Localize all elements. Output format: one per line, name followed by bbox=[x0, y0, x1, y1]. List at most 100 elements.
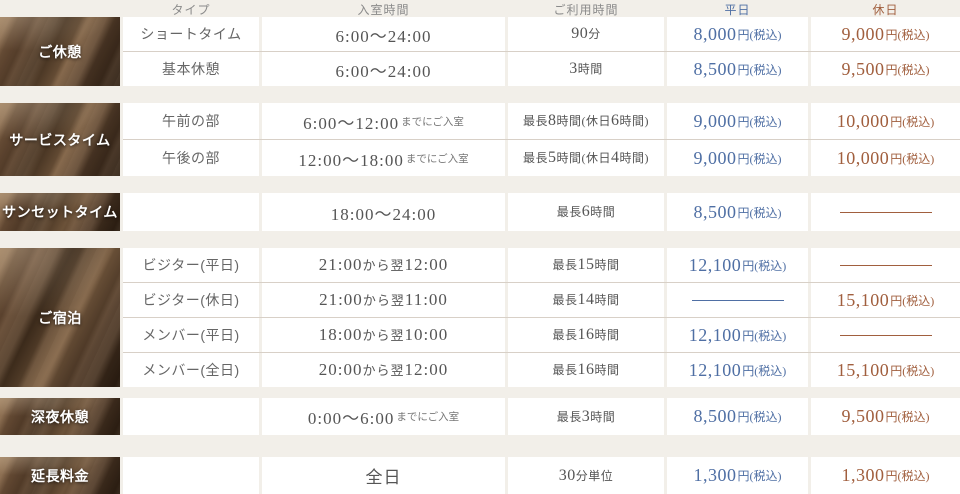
price-suffix: 円(税込) bbox=[737, 469, 782, 483]
price-suffix: 円(税込) bbox=[885, 27, 930, 42]
weekday-price-cell: 12,100 円(税込) bbox=[667, 318, 808, 352]
price-suffix: 円(税込) bbox=[890, 293, 935, 308]
weekday-price-cell: 8,500 円(税込) bbox=[667, 398, 808, 435]
price-suffix: 円(税込) bbox=[890, 363, 935, 378]
weekday-price-cell: 9,000 円(税込) bbox=[667, 103, 808, 139]
table-row: ビジター(平日) 21:00から翌12:00 最長15時間 12,100 円(税込… bbox=[123, 248, 960, 282]
table-row: 18:00〜24:00 最長6時間 8,500 円(税込) bbox=[123, 193, 960, 231]
weekday-price-cell: 8,500 円(税込) bbox=[667, 52, 808, 86]
type-cell: 午後の部 bbox=[123, 140, 259, 176]
table-row: 午後の部 12:00〜18:00 までにご入室 最長5時間(休日4時間) 9,0… bbox=[123, 139, 960, 176]
category-label: サービスタイム bbox=[9, 131, 111, 148]
category-label: 延長料金 bbox=[31, 467, 89, 484]
price-suffix: 円(税込) bbox=[885, 469, 930, 483]
table-row: メンバー(平日) 18:00から翌10:00 最長16時間 12,100 円(税込… bbox=[123, 317, 960, 352]
holiday-price-cell: 9,500 円(税込) bbox=[811, 398, 960, 435]
entry-time-cell: 21:00から翌12:00 bbox=[262, 248, 505, 282]
price-amount: 1,300 bbox=[841, 465, 885, 485]
price-amount: 9,500 bbox=[841, 58, 885, 79]
type-label: ショートタイム bbox=[140, 26, 242, 42]
entry-time-value: 21:00から翌12:00 bbox=[318, 255, 449, 274]
entry-time-value: 全日 bbox=[365, 468, 402, 487]
holiday-price-cell: 15,100 円(税込) bbox=[811, 283, 960, 317]
usage-time-value: 3時間 bbox=[569, 60, 603, 77]
holiday-price-cell: 9,000 円(税込) bbox=[811, 17, 960, 51]
table-row: ショートタイム 6:00〜24:00 90分 8,000 円(税込) 9,000 円… bbox=[123, 17, 960, 51]
price-amount: 9,500 bbox=[841, 406, 885, 426]
table-row: 全日 30分単位 1,300 円(税込) 1,300 円(税込) bbox=[123, 457, 960, 494]
type-cell: ショートタイム bbox=[123, 17, 259, 51]
price-suffix: 円(税込) bbox=[737, 27, 782, 42]
entry-time-cell: 21:00から翌11:00 bbox=[262, 283, 505, 317]
entry-time-note: までにご入室 bbox=[401, 116, 464, 128]
price-suffix: 円(税込) bbox=[737, 410, 782, 424]
price-suffix: 円(税込) bbox=[737, 205, 782, 220]
entry-time-cell: 18:00から翌10:00 bbox=[262, 318, 505, 352]
price-section: サービスタイム 午前の部 6:00〜12:00 までにご入室 最長8時間(休日6… bbox=[0, 103, 960, 176]
price-suffix: 円(税込) bbox=[742, 363, 787, 378]
category-tile: 延長料金 bbox=[0, 457, 120, 494]
category-label: 深夜休憩 bbox=[31, 408, 89, 425]
usage-time-cell: 3時間 bbox=[508, 52, 664, 86]
section-rows: ビジター(平日) 21:00から翌12:00 最長15時間 12,100 円(税込… bbox=[123, 248, 960, 387]
price-suffix: 円(税込) bbox=[737, 114, 782, 129]
price-amount: 10,000 bbox=[836, 110, 890, 131]
usage-time-value: 最長5時間(休日4時間) bbox=[522, 149, 649, 166]
price-section: ご宿泊 ビジター(平日) 21:00から翌12:00 最長15時間 12,100… bbox=[0, 248, 960, 387]
weekday-price-cell: 12,100 円(税込) bbox=[667, 353, 808, 387]
price-suffix: 円(税込) bbox=[737, 62, 782, 77]
entry-time-value: 18:00〜24:00 bbox=[330, 204, 437, 224]
usage-time-cell: 最長16時間 bbox=[508, 353, 664, 387]
entry-time-cell: 18:00〜24:00 bbox=[262, 193, 505, 231]
usage-time-value: 最長15時間 bbox=[552, 256, 620, 273]
usage-time-cell: 最長14時間 bbox=[508, 283, 664, 317]
section-rows: 0:00〜6:00 までにご入室 最長3時間 8,500 円(税込) 9,500 円… bbox=[123, 398, 960, 435]
price-amount: 1,300 bbox=[693, 465, 737, 485]
column-header-holiday: 休日 bbox=[872, 3, 899, 17]
table-row: メンバー(全日) 20:00から翌12:00 最長16時間 12,100 円(税込… bbox=[123, 352, 960, 387]
type-cell: 基本休憩 bbox=[123, 52, 259, 86]
price-amount: 12,100 bbox=[688, 254, 742, 275]
type-label: メンバー(平日) bbox=[142, 327, 240, 343]
holiday-price-cell: 15,100 円(税込) bbox=[811, 353, 960, 387]
type-cell bbox=[123, 398, 259, 435]
entry-time-cell: 12:00〜18:00 までにご入室 bbox=[262, 140, 505, 176]
table-row: 0:00〜6:00 までにご入室 最長3時間 8,500 円(税込) 9,500 円… bbox=[123, 398, 960, 435]
type-label: 午前の部 bbox=[162, 113, 220, 129]
category-tile: サービスタイム bbox=[0, 103, 120, 176]
usage-time-value: 最長8時間(休日6時間) bbox=[522, 112, 649, 129]
price-amount: 15,100 bbox=[836, 289, 890, 310]
weekday-price-cell: 9,000 円(税込) bbox=[667, 140, 808, 176]
category-label: サンセットタイム bbox=[2, 204, 118, 220]
weekday-price-cell: 8,000 円(税込) bbox=[667, 17, 808, 51]
holiday-price-cell bbox=[811, 248, 960, 282]
category-tile: ご休憩 bbox=[0, 17, 120, 86]
price-amount: 9,000 bbox=[693, 110, 737, 131]
no-price-dash bbox=[839, 334, 932, 336]
price-amount: 10,000 bbox=[836, 147, 890, 168]
entry-time-value: 6:00〜24:00 bbox=[335, 26, 432, 46]
usage-time-value: 90分 bbox=[571, 25, 601, 42]
usage-time-value: 30分単位 bbox=[558, 466, 614, 484]
price-section: 延長料金 全日 30分単位 1,300 円(税込) 1,300 円(税込) bbox=[0, 457, 960, 494]
price-suffix: 円(税込) bbox=[742, 258, 787, 273]
table-header: タイプ 入室時間 ご利用時間 平日 休日 bbox=[0, 0, 960, 17]
column-header-weekday: 平日 bbox=[724, 3, 751, 17]
no-price-dash bbox=[839, 264, 932, 266]
usage-time-cell: 最長5時間(休日4時間) bbox=[508, 140, 664, 176]
holiday-price-cell bbox=[811, 193, 960, 231]
entry-time-value: 18:00から翌10:00 bbox=[318, 325, 449, 344]
price-suffix: 円(税込) bbox=[737, 151, 782, 166]
price-amount: 8,500 bbox=[693, 58, 737, 79]
holiday-price-cell: 10,000 円(税込) bbox=[811, 140, 960, 176]
entry-time-cell: 6:00〜24:00 bbox=[262, 17, 505, 51]
price-suffix: 円(税込) bbox=[890, 151, 935, 166]
type-cell bbox=[123, 457, 259, 494]
type-label: 午後の部 bbox=[162, 150, 220, 166]
usage-time-value: 最長3時間 bbox=[556, 407, 616, 425]
category-tile: 深夜休憩 bbox=[0, 398, 120, 435]
type-cell: メンバー(平日) bbox=[123, 318, 259, 352]
weekday-price-cell bbox=[667, 283, 808, 317]
holiday-price-cell: 1,300 円(税込) bbox=[811, 457, 960, 494]
no-price-dash bbox=[839, 211, 932, 213]
